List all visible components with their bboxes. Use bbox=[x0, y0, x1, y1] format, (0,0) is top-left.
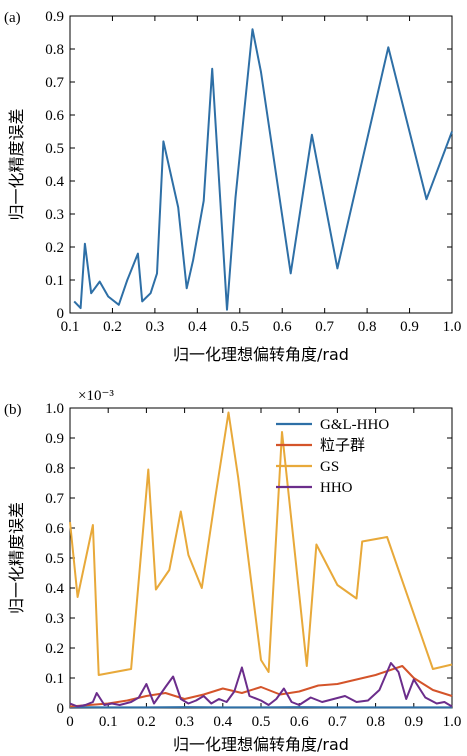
y-tick-label: 0.2 bbox=[45, 240, 64, 256]
y-tick-label: 0.2 bbox=[45, 641, 64, 657]
x-tick-label: 0.5 bbox=[252, 714, 271, 730]
y-tick-label: 0.8 bbox=[45, 461, 64, 477]
panel-label: (b) bbox=[4, 402, 22, 418]
x-tick-label: 0.8 bbox=[358, 319, 377, 335]
plot-frame bbox=[69, 15, 453, 314]
x-axis-title: 归一化理想偏转角度/rad bbox=[173, 345, 349, 364]
series-line-0 bbox=[73, 28, 453, 311]
y-tick-label: 0.5 bbox=[45, 551, 64, 567]
y-tick-label: 0.1 bbox=[45, 273, 64, 289]
y-tick-label: 0.7 bbox=[45, 75, 64, 91]
chart-panel-b: 0 0.1 0.2 0.3 0.4 0.5 0.6 0.7 0.8 0.9 1.0 0 0.1 0.2 0.… bbox=[4, 388, 461, 754]
x-tick-label: 0.2 bbox=[103, 319, 122, 335]
chart-panel-a: 0.1 0.2 0.3 0.4 0.5 0.6 0.7 0.8 0.9 1.000.10.20.3… bbox=[4, 9, 461, 364]
x-tick-label: 0.5 bbox=[230, 319, 249, 335]
x-tick-label: 0.1 bbox=[61, 319, 80, 335]
x-tick-label: 1.0 bbox=[443, 319, 462, 335]
series-line-HHO bbox=[69, 662, 453, 708]
y-tick-label: 0 bbox=[57, 306, 65, 322]
y-scale-label: ×10⁻³ bbox=[78, 388, 114, 404]
x-tick-label: 0.3 bbox=[175, 714, 194, 730]
x-tick-label: 0.1 bbox=[99, 714, 118, 730]
series-line-GS bbox=[69, 411, 453, 676]
x-tick-label: 0.6 bbox=[273, 319, 292, 335]
x-tick-label: 0.6 bbox=[290, 714, 309, 730]
y-tick-label: 0.6 bbox=[45, 108, 64, 124]
y-tick-label: 0.9 bbox=[45, 9, 64, 25]
legend-label: HHO bbox=[320, 480, 353, 496]
y-tick-label: 0.7 bbox=[45, 491, 64, 507]
legend-label: 粒子群 bbox=[320, 437, 365, 454]
y-tick-label: 0.6 bbox=[45, 521, 64, 537]
x-tick-label: 0.9 bbox=[404, 714, 423, 730]
x-tick-label: 0.8 bbox=[366, 714, 385, 730]
y-tick-label: 0.5 bbox=[45, 141, 64, 157]
x-tick-label: 0.7 bbox=[328, 714, 347, 730]
y-axis-title: 归一化精度误差 bbox=[7, 502, 26, 614]
x-tick-label: 0.4 bbox=[188, 319, 207, 335]
x-tick-label: 1.0 bbox=[443, 714, 462, 730]
legend-label: G&L-HHO bbox=[320, 417, 389, 433]
panel-label: (a) bbox=[4, 10, 21, 26]
x-tick-label: 0.2 bbox=[137, 714, 156, 730]
y-tick-label: 0.4 bbox=[45, 174, 64, 190]
y-tick-label: 0.8 bbox=[45, 42, 64, 58]
y-axis-title: 归一化精度误差 bbox=[7, 108, 26, 220]
series-line-粒子群 bbox=[69, 665, 453, 708]
x-tick-label: 0.3 bbox=[146, 319, 165, 335]
x-tick-label: 0.7 bbox=[315, 319, 334, 335]
x-tick-label: 0 bbox=[66, 714, 74, 730]
x-axis-title: 归一化理想偏转角度/rad bbox=[173, 735, 349, 754]
y-tick-label: 0.9 bbox=[45, 431, 64, 447]
y-tick-label: 1.0 bbox=[45, 401, 64, 417]
x-tick-label: 0.4 bbox=[213, 714, 232, 730]
y-tick-label: 0.3 bbox=[45, 207, 64, 223]
y-tick-label: 0.1 bbox=[45, 671, 64, 687]
x-tick-label: 0.9 bbox=[400, 319, 419, 335]
y-tick-label: 0.3 bbox=[45, 611, 64, 627]
y-tick-label: 0.4 bbox=[45, 581, 64, 597]
legend-label: GS bbox=[320, 459, 339, 475]
y-tick-label: 0 bbox=[57, 701, 65, 717]
